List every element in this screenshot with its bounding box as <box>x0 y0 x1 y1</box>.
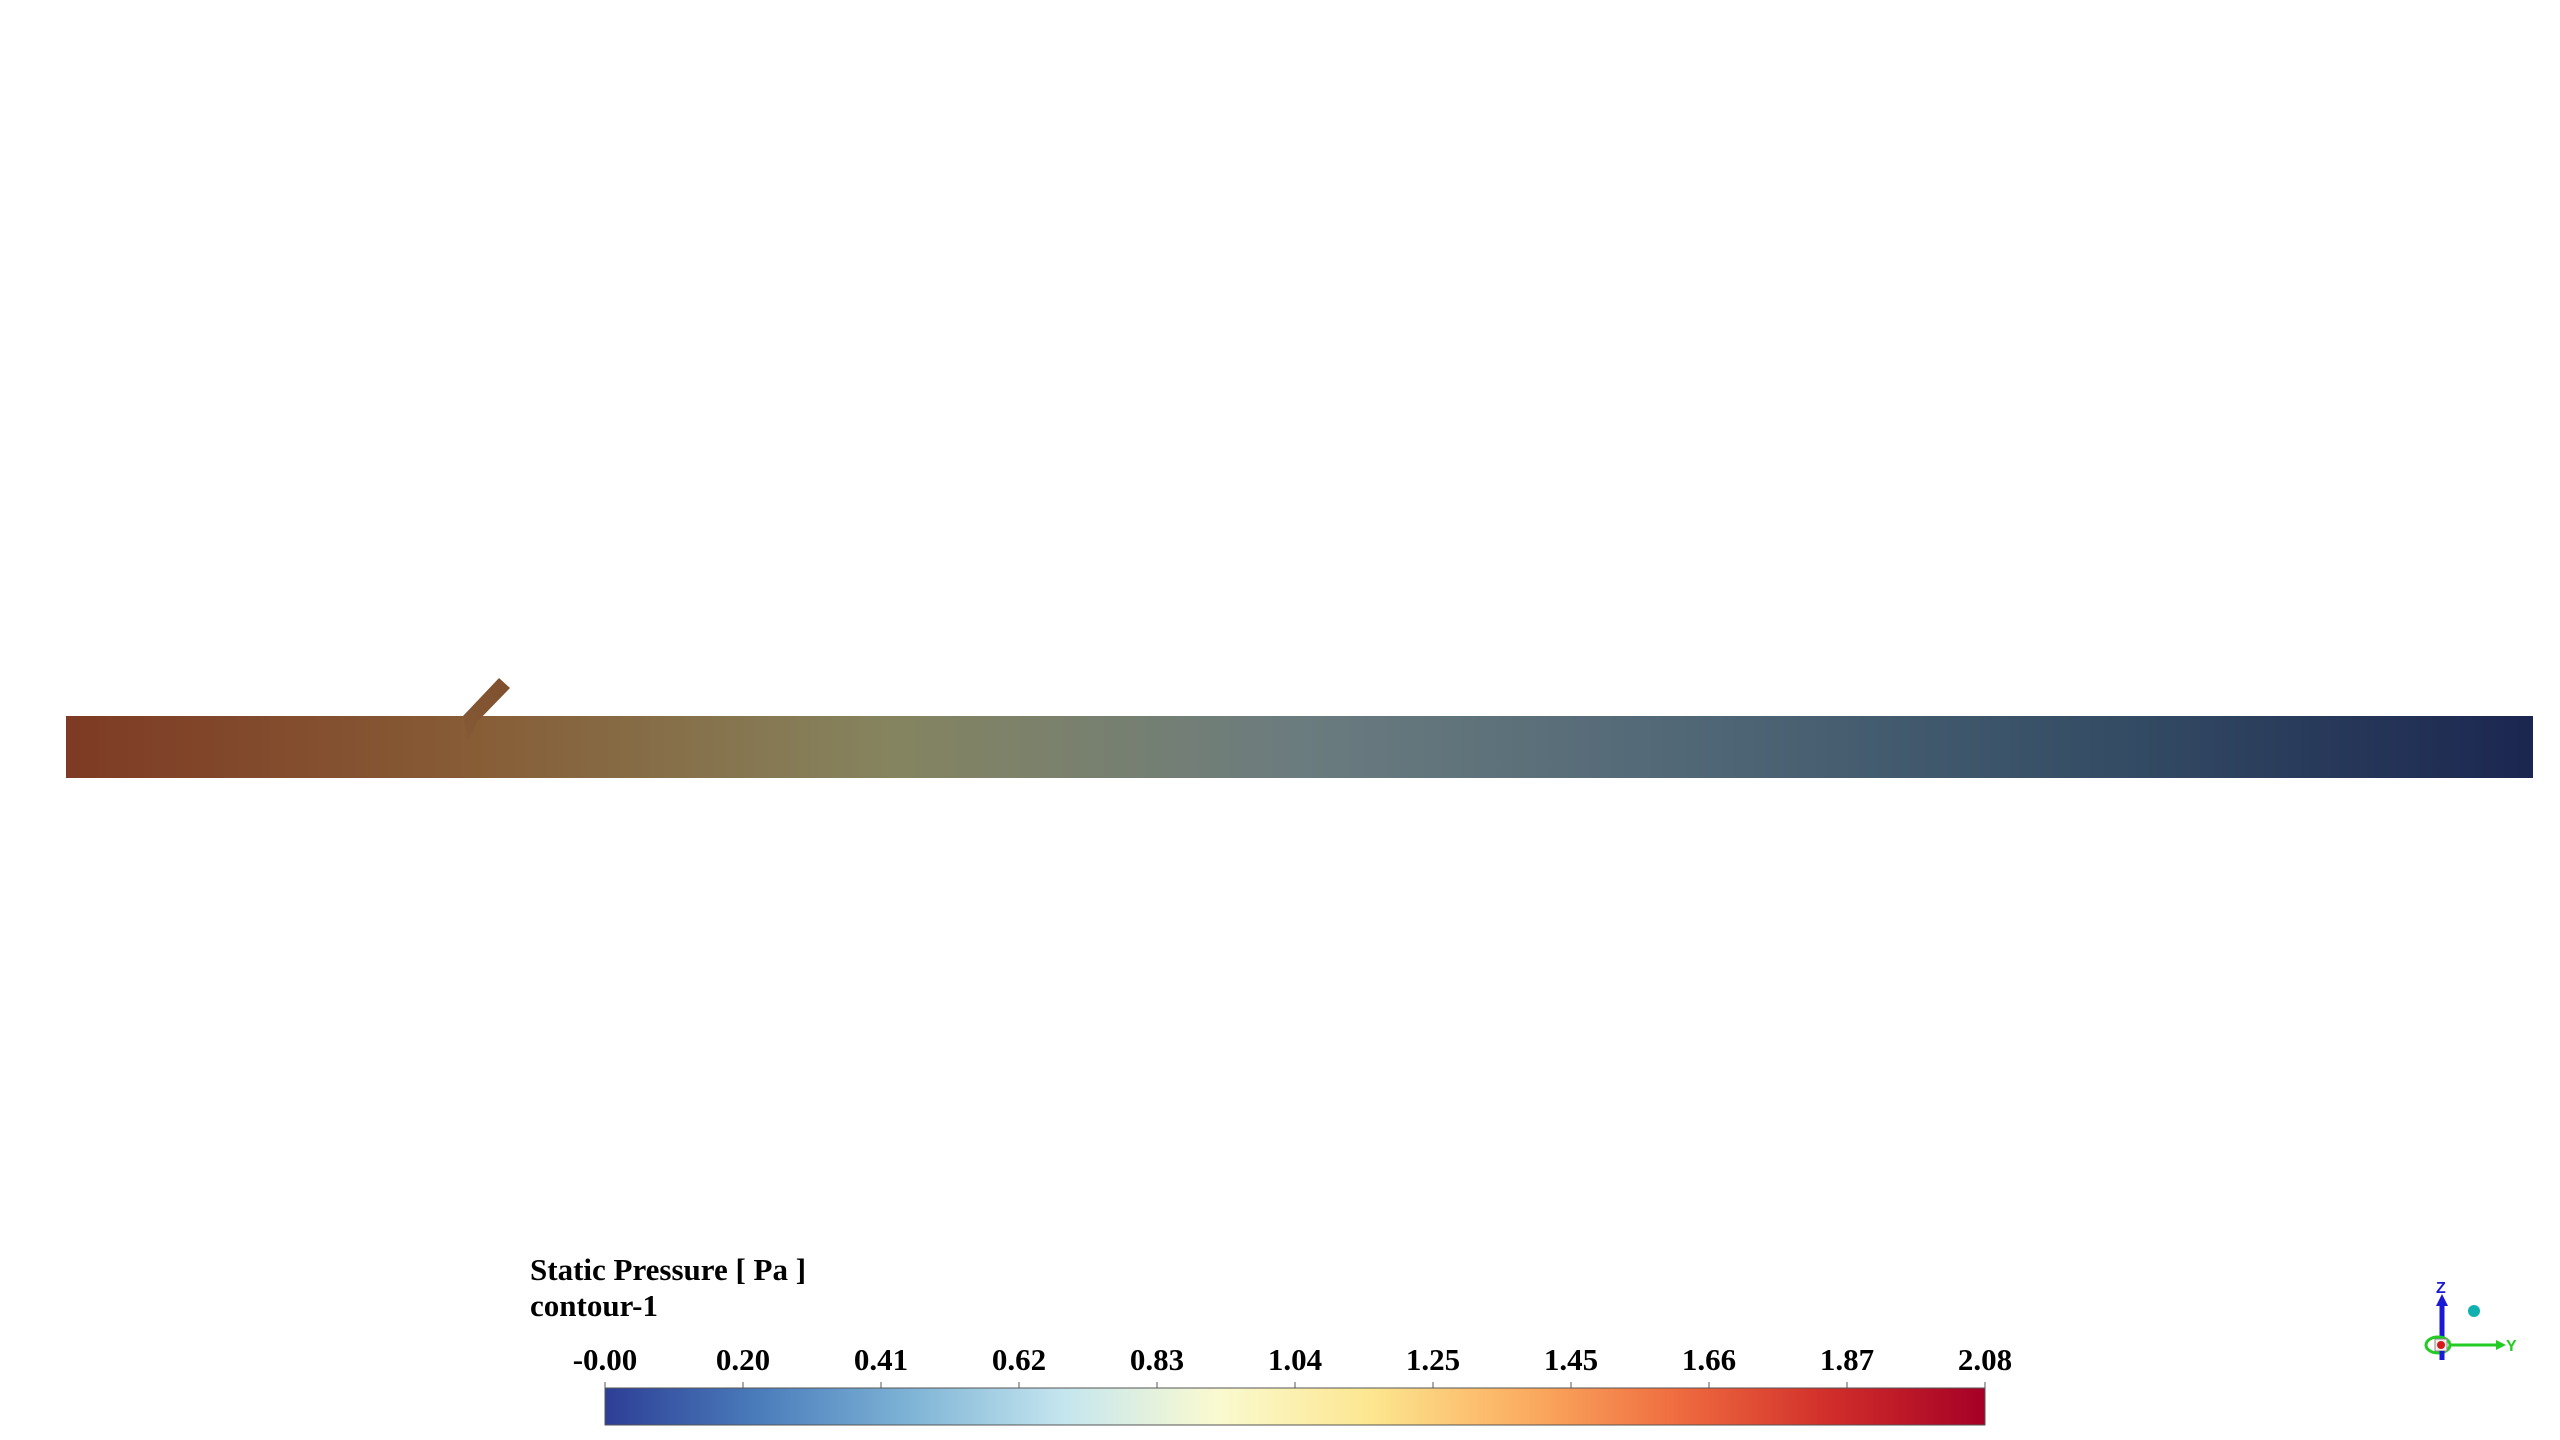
colorbar-tick-labels: -0.00 0.20 0.41 0.62 0.83 1.04 1.25 1.45 1.66 1.8… <box>0 1342 2560 1382</box>
triad-origin-ring <box>2424 1335 2452 1355</box>
legend-subtitle: contour-1 <box>530 1288 658 1323</box>
colorbar-tick-label: 0.41 <box>853 1342 909 1377</box>
y-axis-label: Y <box>2506 1338 2517 1355</box>
colorbar-tick-label: 0.83 <box>1129 1342 1185 1377</box>
x-axis-marker <box>2437 1341 2445 1349</box>
colorbar-tick-label: 1.66 <box>1681 1342 1737 1377</box>
colorbar-tick-label: 0.62 <box>991 1342 1047 1377</box>
main-pipe-domain <box>66 716 2533 778</box>
colorbar-tick-label: 1.45 <box>1543 1342 1599 1377</box>
colorbar-tick-label: 0.20 <box>715 1342 771 1377</box>
colorbar-tick-label: 1.25 <box>1405 1342 1461 1377</box>
colorbar-tick-label: 1.04 <box>1267 1342 1323 1377</box>
colorbar-tick-label: 1.87 <box>1819 1342 1875 1377</box>
z-axis-arrow <box>2436 1294 2448 1306</box>
branch-inlet-domain <box>463 678 510 740</box>
z-axis-label: Z <box>2436 1280 2446 1297</box>
colorbar-tick-label: -0.00 <box>572 1342 638 1377</box>
y-axis-arrow <box>2496 1340 2506 1350</box>
legend-title: Static Pressure [ Pa ] <box>530 1252 807 1287</box>
isometric-view-icon <box>2468 1305 2480 1317</box>
colorbar-tick-label: 2.08 <box>1957 1342 2013 1377</box>
axes-triad[interactable]: Z Y <box>2410 1280 2520 1370</box>
